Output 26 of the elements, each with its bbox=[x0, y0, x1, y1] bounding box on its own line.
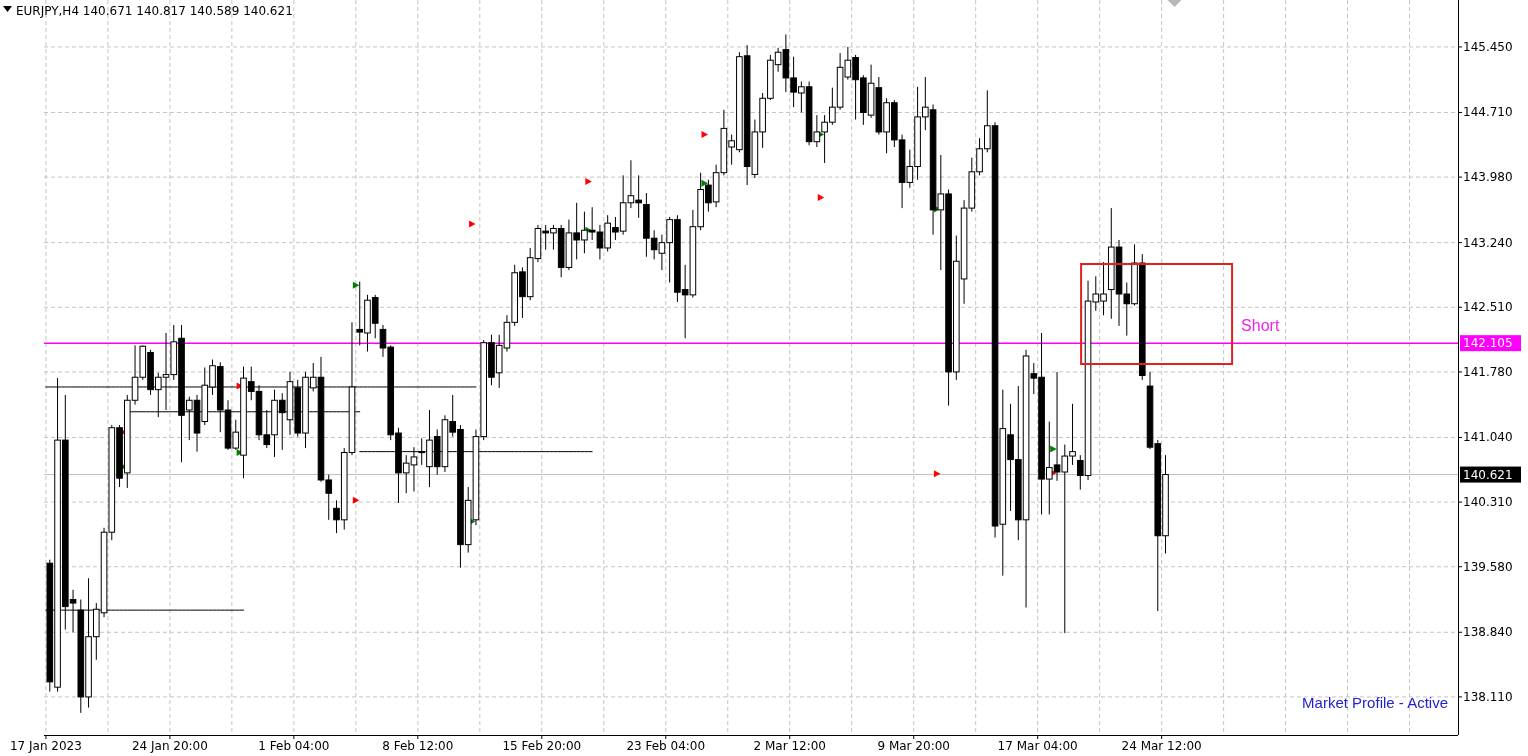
y-tick-label: 138.840 bbox=[1463, 625, 1513, 640]
ref-line-label: 140.621 bbox=[1463, 467, 1513, 482]
y-tick-label: 145.450 bbox=[1463, 39, 1513, 54]
x-tick-label: 24 Jan 20:00 bbox=[131, 739, 208, 753]
y-tick-label: 138.110 bbox=[1463, 689, 1513, 704]
y-tick-label: 140.310 bbox=[1463, 495, 1513, 510]
x-tick-label: 24 Mar 12:00 bbox=[1121, 739, 1202, 753]
y-tick-label: 144.710 bbox=[1463, 105, 1513, 120]
y-tick-label: 143.980 bbox=[1463, 170, 1513, 185]
x-tick-label: 17 Jan 2023 bbox=[9, 739, 82, 753]
y-tick-label: 142.510 bbox=[1463, 300, 1513, 315]
annotation: Short bbox=[1241, 316, 1280, 334]
y-tick-label: 143.240 bbox=[1463, 235, 1513, 250]
x-tick-label: 17 Mar 04:00 bbox=[997, 739, 1078, 753]
annotation: Market Profile - Active bbox=[1302, 693, 1448, 711]
x-tick-label: 9 Mar 20:00 bbox=[877, 739, 950, 753]
ref-line-label: 142.105 bbox=[1463, 336, 1513, 351]
y-tick-label: 139.580 bbox=[1463, 559, 1513, 574]
x-tick-label: 15 Feb 20:00 bbox=[502, 739, 582, 753]
x-tick-label: 2 Mar 12:00 bbox=[753, 739, 826, 753]
y-tick-label: 141.780 bbox=[1463, 364, 1513, 379]
x-tick-label: 1 Feb 04:00 bbox=[258, 739, 330, 753]
x-tick-label: 23 Feb 04:00 bbox=[626, 739, 706, 753]
x-tick-label: 8 Feb 12:00 bbox=[382, 739, 454, 753]
chart-title: EURJPY,H4 140.671 140.817 140.589 140.621 bbox=[16, 4, 293, 18]
y-tick-label: 141.040 bbox=[1463, 430, 1513, 445]
